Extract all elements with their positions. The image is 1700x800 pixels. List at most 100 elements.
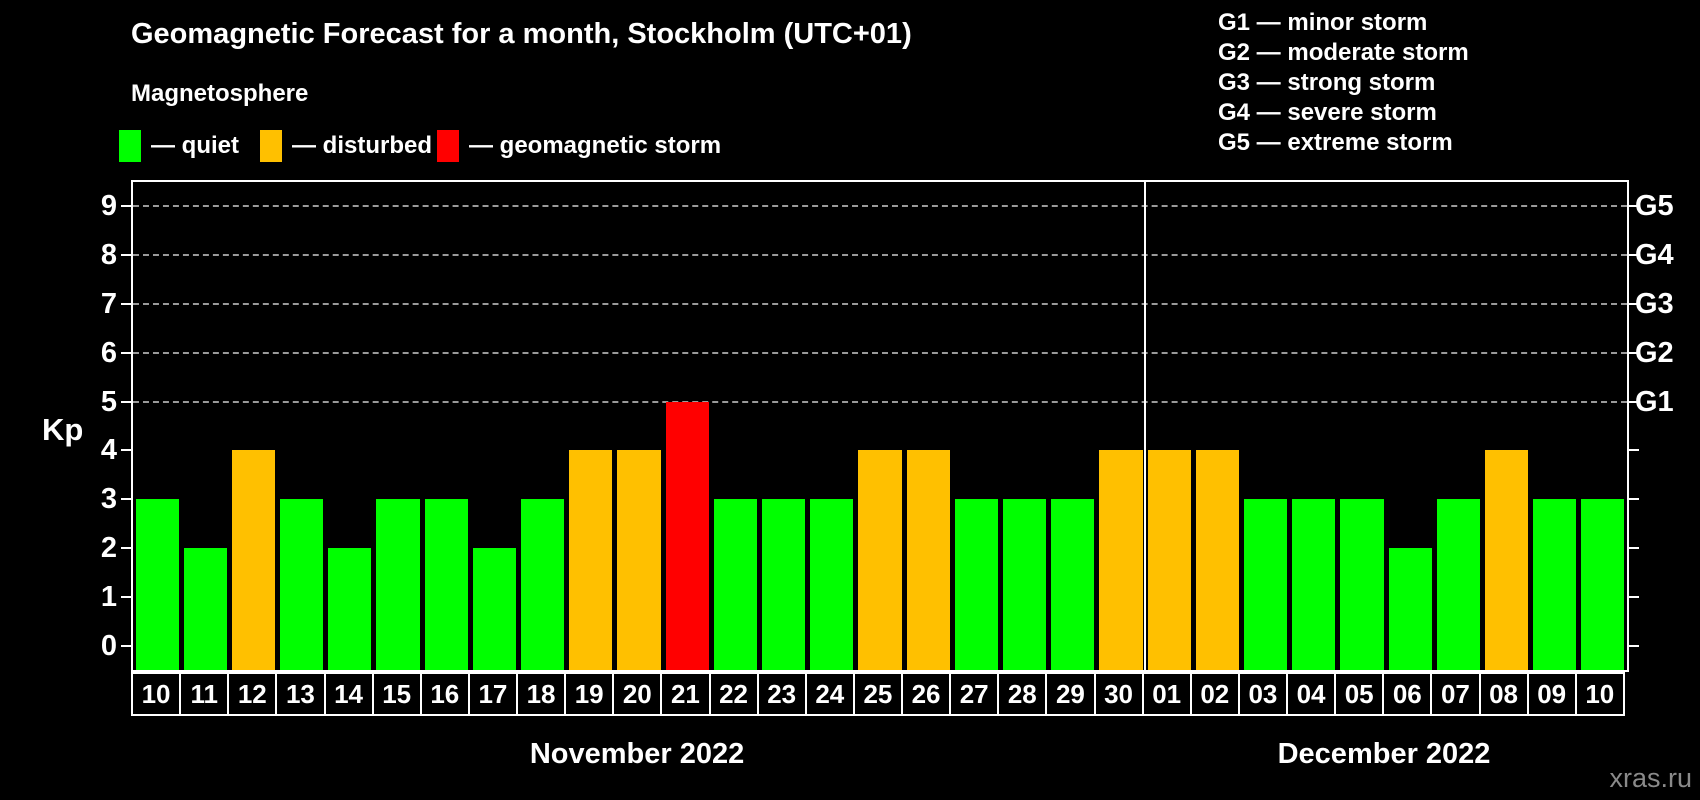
kp-bar-day-25-disturbed	[858, 450, 902, 670]
month-divider-line	[1144, 182, 1147, 670]
date-cell-nov-24: 24	[804, 672, 855, 716]
kp-gridline-9	[133, 205, 1627, 208]
date-cell-nov-20: 20	[612, 672, 663, 716]
right-axis-tick-7	[1629, 303, 1639, 305]
date-cell-dec-01: 01	[1141, 672, 1192, 716]
kp-axis-title: Kp	[42, 412, 84, 447]
date-cell-nov-22: 22	[708, 672, 759, 716]
kp-bar-day-11-quiet	[183, 548, 227, 670]
date-cell-dec-02: 02	[1189, 672, 1240, 716]
legend-item-disturbed: — disturbed	[260, 128, 432, 164]
date-cell-nov-21: 21	[660, 672, 711, 716]
right-axis-tick-2	[1629, 547, 1639, 549]
kp-bar-day-23-quiet	[762, 499, 806, 670]
kp-bar-day-12-disturbed	[231, 450, 276, 670]
date-cell-dec-08: 08	[1478, 672, 1529, 716]
kp-tick-label-9: 9	[100, 190, 117, 223]
g-scale-tick-label-g1: G1	[1635, 385, 1674, 418]
kp-bar-day-30-disturbed	[1099, 450, 1143, 670]
kp-tick-label-0: 0	[100, 629, 117, 662]
g-scale-tick-label-g5: G5	[1635, 190, 1674, 223]
kp-bar-day-01-disturbed	[1147, 450, 1191, 670]
kp-bar-day-24-quiet	[810, 499, 854, 670]
left-axis-tick-0	[121, 644, 131, 647]
kp-bar-day-28-quiet	[1002, 499, 1047, 670]
g-scale-legend-item-g3: G3 — strong storm	[1218, 69, 1436, 96]
kp-bar-day-06-quiet	[1388, 548, 1432, 670]
date-cell-nov-29: 29	[1045, 672, 1096, 716]
g-scale-tick-label-g3: G3	[1635, 288, 1674, 320]
kp-bar-day-13-quiet	[280, 499, 324, 670]
right-axis-tick-5	[1629, 400, 1639, 403]
left-axis-tick-2	[121, 547, 131, 549]
date-cell-dec-07: 07	[1430, 672, 1481, 716]
month-label-december: December 2022	[1277, 738, 1491, 770]
kp-bar-day-10-quiet	[1581, 499, 1625, 670]
left-axis-tick-5	[121, 400, 131, 403]
g-scale-legend-item-g2: G2 — moderate storm	[1218, 39, 1469, 66]
g-scale-legend-item-g5: G5 — extreme storm	[1218, 129, 1453, 156]
kp-gridline-6	[133, 351, 1627, 354]
kp-tick-label-7: 7	[100, 288, 117, 320]
date-cell-nov-28: 28	[997, 672, 1048, 716]
kp-bar-day-03-quiet	[1243, 499, 1288, 670]
date-cell-nov-23: 23	[756, 672, 807, 716]
left-axis-tick-3	[121, 498, 131, 501]
kp-tick-label-1: 1	[100, 580, 117, 613]
date-cell-dec-10: 10	[1574, 672, 1625, 716]
date-axis-row: 10 11 12 13 14 15 16 17 18 19 20 21 22 23 24 25 26 27 28 29…	[131, 672, 1625, 716]
magnetosphere-label: Magnetosphere	[131, 80, 309, 107]
date-cell-dec-09: 09	[1526, 672, 1577, 716]
right-axis-tick-8	[1629, 254, 1639, 257]
date-cell-nov-11: 11	[179, 672, 230, 716]
kp-bar-day-21-storm	[665, 401, 709, 670]
date-cell-dec-05: 05	[1334, 672, 1385, 716]
date-cell-nov-12: 12	[227, 672, 278, 716]
kp-bar-day-19-disturbed	[569, 450, 613, 670]
date-cell-dec-03: 03	[1237, 672, 1288, 716]
date-cell-nov-25: 25	[852, 672, 903, 716]
kp-bar-day-14-quiet	[328, 548, 372, 670]
kp-tick-label-4: 4	[100, 434, 117, 467]
left-axis-tick-6	[121, 351, 131, 354]
kp-gridline-8	[133, 254, 1627, 257]
month-label-november: November 2022	[529, 738, 745, 770]
kp-tick-label-5: 5	[100, 385, 117, 418]
storm-color-swatch	[437, 130, 459, 162]
legend-item-storm: — geomagnetic storm	[437, 128, 721, 164]
kp-gridline-7	[133, 303, 1627, 305]
kp-bar-day-17-quiet	[472, 548, 517, 670]
left-axis-tick-1	[121, 595, 131, 598]
g-scale-legend-item-g1: G1 — minor storm	[1218, 9, 1428, 36]
kp-bar-day-27-quiet	[954, 499, 998, 670]
left-axis-tick-9	[121, 205, 131, 208]
g-scale-legend-item-g4: G4 — severe storm	[1218, 99, 1437, 126]
kp-tick-label-6: 6	[100, 336, 117, 369]
date-cell-nov-14: 14	[323, 672, 374, 716]
g-scale-tick-label-g4: G4	[1635, 239, 1674, 272]
kp-bar-day-18-quiet	[521, 499, 565, 670]
kp-bar-day-15-quiet	[376, 499, 420, 670]
date-cell-nov-27: 27	[949, 672, 1000, 716]
kp-bar-day-16-quiet	[424, 499, 468, 670]
kp-tick-label-2: 2	[100, 532, 117, 564]
kp-bar-day-22-quiet	[713, 499, 757, 670]
kp-tick-label-3: 3	[100, 483, 117, 516]
kp-bar-day-04-quiet	[1292, 499, 1336, 670]
date-cell-nov-10: 10	[131, 672, 182, 716]
right-axis-tick-1	[1629, 595, 1639, 598]
g-scale-tick-label-g2: G2	[1635, 336, 1674, 369]
right-axis-tick-6	[1629, 351, 1639, 354]
kp-tick-label-8: 8	[100, 239, 117, 272]
kp-bar-day-08-disturbed	[1484, 450, 1529, 670]
date-cell-nov-26: 26	[901, 672, 952, 716]
disturbed-color-swatch	[260, 130, 282, 162]
kp-bar-day-05-quiet	[1340, 499, 1384, 670]
right-axis-tick-9	[1629, 205, 1639, 208]
date-cell-nov-19: 19	[564, 672, 615, 716]
date-cell-nov-16: 16	[419, 672, 470, 716]
right-axis-tick-3	[1629, 498, 1639, 501]
kp-bar-day-26-disturbed	[906, 450, 950, 670]
right-axis-tick-4	[1629, 449, 1639, 452]
date-cell-dec-04: 04	[1286, 672, 1337, 716]
